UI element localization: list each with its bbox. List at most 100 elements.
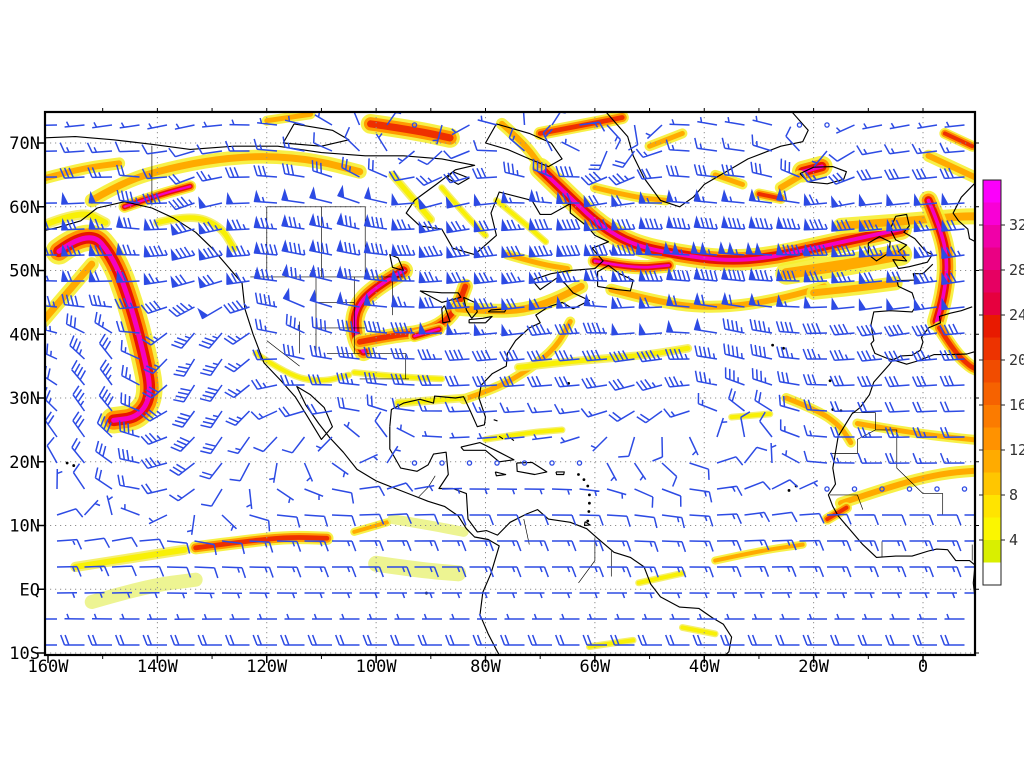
coastline	[605, 112, 809, 208]
x-axis-tick-label: 160W	[28, 657, 70, 677]
lake-outline	[389, 254, 405, 272]
x-axis-tick-label: 140W	[137, 657, 179, 677]
calm-wind-marker	[411, 122, 418, 128]
colorbar-segment	[983, 292, 1001, 315]
x-axis-tick-label: 40W	[689, 657, 720, 677]
colorbar-segment	[983, 202, 1001, 225]
colorbar-segment	[983, 427, 1001, 450]
colorbar-tick-label: 28	[1009, 261, 1024, 279]
y-axis-tick-label: 10N	[9, 517, 40, 537]
colorbar: 4 8 12 16 20 24 28 32	[979, 179, 1024, 586]
colorbar-segment	[983, 517, 1001, 540]
wind-barb-staffs	[45, 112, 975, 646]
colorbar-tick-label: 12	[1009, 441, 1024, 459]
coastline	[282, 123, 350, 147]
x-axis-tick-label: 120W	[246, 657, 288, 677]
colorbar-segment	[983, 562, 1001, 585]
calm-wind-marker	[851, 486, 858, 492]
coastline	[484, 123, 563, 168]
y-axis-tick-label: 30N	[9, 389, 40, 409]
coastline	[389, 426, 733, 655]
coastline	[493, 419, 498, 422]
calm-wind-marker	[961, 486, 968, 492]
island-dot	[65, 461, 69, 465]
colorbar-tick-label: 24	[1009, 306, 1024, 324]
island-dot	[586, 484, 590, 488]
coastline	[446, 171, 470, 185]
coastline	[870, 263, 973, 361]
map-frame	[43, 110, 977, 657]
island-dot	[828, 379, 832, 383]
coastline	[799, 166, 847, 185]
y-axis-tick-label: 20N	[9, 453, 40, 473]
wind-barb-layer	[45, 112, 975, 646]
coastline	[516, 461, 548, 476]
x-axis-tick-label: 20W	[798, 657, 829, 677]
calm-wind-marker	[549, 460, 555, 466]
x-axis-tick-label: 80W	[470, 657, 501, 677]
colorbar-outline	[982, 179, 1002, 586]
calm-wind-marker	[796, 122, 803, 128]
y-axis-tick-label: EQ	[20, 580, 40, 600]
y-axis-tick-label: 50N	[9, 262, 40, 282]
island-dot	[586, 519, 590, 523]
political-border	[830, 494, 864, 510]
island-dot	[782, 346, 785, 350]
colorbar-segment	[983, 495, 1001, 518]
coastline	[498, 435, 504, 440]
calm-wind-marker	[411, 460, 418, 466]
y-axis-tick-label: 60N	[9, 198, 40, 218]
coastline	[597, 264, 634, 292]
colorbar-segment	[983, 270, 1001, 293]
island-dot	[588, 501, 591, 505]
political-border	[830, 412, 876, 454]
border-layer	[151, 145, 973, 584]
calm-wind-marker	[466, 460, 473, 466]
colorbar-tick-label: 32	[1009, 216, 1024, 234]
calm-wind-marker	[879, 486, 885, 492]
calm-wind-marker	[906, 486, 913, 492]
coastline	[952, 182, 975, 243]
calm-wind-marker	[576, 460, 583, 466]
y-axis-tick-label: 70N	[9, 134, 40, 154]
lake-outline	[441, 305, 451, 324]
colorbar-tick-label: 16	[1009, 396, 1024, 414]
colorbar-segment	[983, 315, 1001, 338]
coastline	[555, 471, 565, 476]
axis-ticks-layer	[37, 108, 979, 663]
coastline	[45, 201, 500, 655]
x-axis-tick-label: 0	[918, 657, 928, 677]
colorbar-segment	[983, 360, 1001, 383]
coastline	[889, 213, 933, 270]
colorbar-segment	[983, 405, 1001, 428]
island-dot	[72, 464, 76, 467]
calm-wind-marker	[824, 486, 830, 492]
colorbar-segment	[983, 450, 1001, 473]
colorbar-tick-label: 20	[1009, 351, 1024, 369]
calm-wind-marker	[521, 460, 528, 466]
island-dot	[771, 343, 775, 347]
political-border	[578, 538, 596, 584]
colorbar-tick-label: 8	[1009, 486, 1018, 504]
wind-barb-flags	[61, 184, 949, 337]
coastline	[460, 442, 515, 463]
y-axis-tick-label: 10S	[9, 644, 40, 664]
colorbar-segment	[983, 540, 1001, 563]
island-dot	[577, 473, 580, 476]
island-dot	[588, 493, 591, 497]
coastline	[45, 136, 610, 428]
calm-wind-marker	[439, 460, 445, 466]
political-border	[266, 340, 300, 367]
coastline	[494, 471, 507, 477]
lake-outline	[419, 290, 462, 303]
island-dot	[582, 478, 586, 481]
colorbar-segment	[983, 225, 1001, 248]
political-border	[923, 493, 944, 515]
lake-outline	[468, 315, 493, 324]
colorbar-segment	[983, 180, 1001, 203]
island-dot	[787, 489, 791, 492]
colorbar-segment	[983, 337, 1001, 360]
